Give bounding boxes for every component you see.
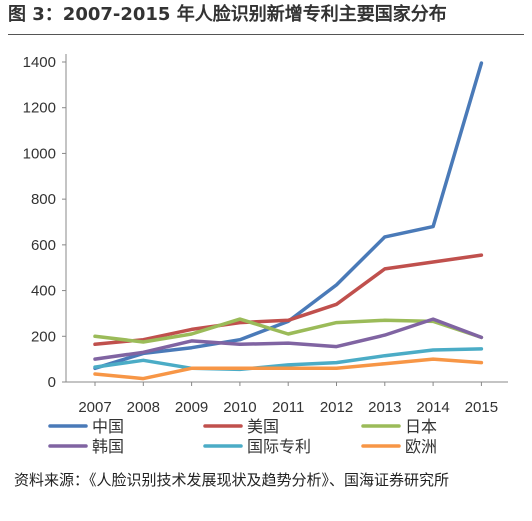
y-tick-label: 1000 bbox=[23, 145, 56, 162]
line-chart: 0 200 400 600 800 1000 1200 1400 2007 2008 2009 201… bbox=[23, 54, 508, 456]
series-line-3 bbox=[93, 317, 484, 361]
series-line-1 bbox=[93, 253, 484, 347]
series-line-2 bbox=[93, 317, 484, 344]
x-tick-label: 2007 bbox=[78, 399, 111, 416]
legend-label-5: 欧洲 bbox=[405, 437, 437, 456]
x-tick-label: 2009 bbox=[175, 399, 208, 416]
x-tick-label: 2013 bbox=[368, 399, 401, 416]
x-tick-label: 2014 bbox=[416, 399, 449, 416]
x-tick-label: 2010 bbox=[223, 399, 256, 416]
chart-series bbox=[93, 61, 484, 381]
series-line-4 bbox=[93, 347, 484, 372]
legend-label-1: 美国 bbox=[247, 417, 279, 436]
y-tick-label: 400 bbox=[31, 283, 56, 300]
y-tick-label: 200 bbox=[31, 328, 56, 345]
series-line-5 bbox=[93, 357, 484, 381]
y-tick-label: 1400 bbox=[23, 54, 56, 71]
legend-label-0: 中国 bbox=[92, 417, 124, 436]
y-tick-label: 600 bbox=[31, 237, 56, 254]
chart-title: 图 3：2007-2015 年人脸识别新增专利主要国家分布 bbox=[8, 2, 524, 35]
source-note: 资料来源：《人脸识别技术发展现状及趋势分析》、国海证券研究所 bbox=[14, 471, 450, 489]
y-tick-label: 0 bbox=[48, 374, 56, 391]
legend-label-3: 韩国 bbox=[92, 437, 124, 456]
x-tick-label: 2011 bbox=[272, 399, 304, 416]
x-tick-label: 2008 bbox=[127, 399, 160, 416]
legend-label-2: 日本 bbox=[405, 417, 437, 436]
x-tick-label: 2012 bbox=[320, 399, 353, 416]
legend-label-4: 国际专利 bbox=[247, 437, 311, 456]
x-tick-label: 2015 bbox=[465, 399, 498, 416]
chart-axes: 0 200 400 600 800 1000 1200 1400 2007 2008 2009 201… bbox=[23, 54, 508, 416]
y-tick-label: 1200 bbox=[23, 100, 56, 117]
y-tick-label: 800 bbox=[31, 191, 56, 208]
